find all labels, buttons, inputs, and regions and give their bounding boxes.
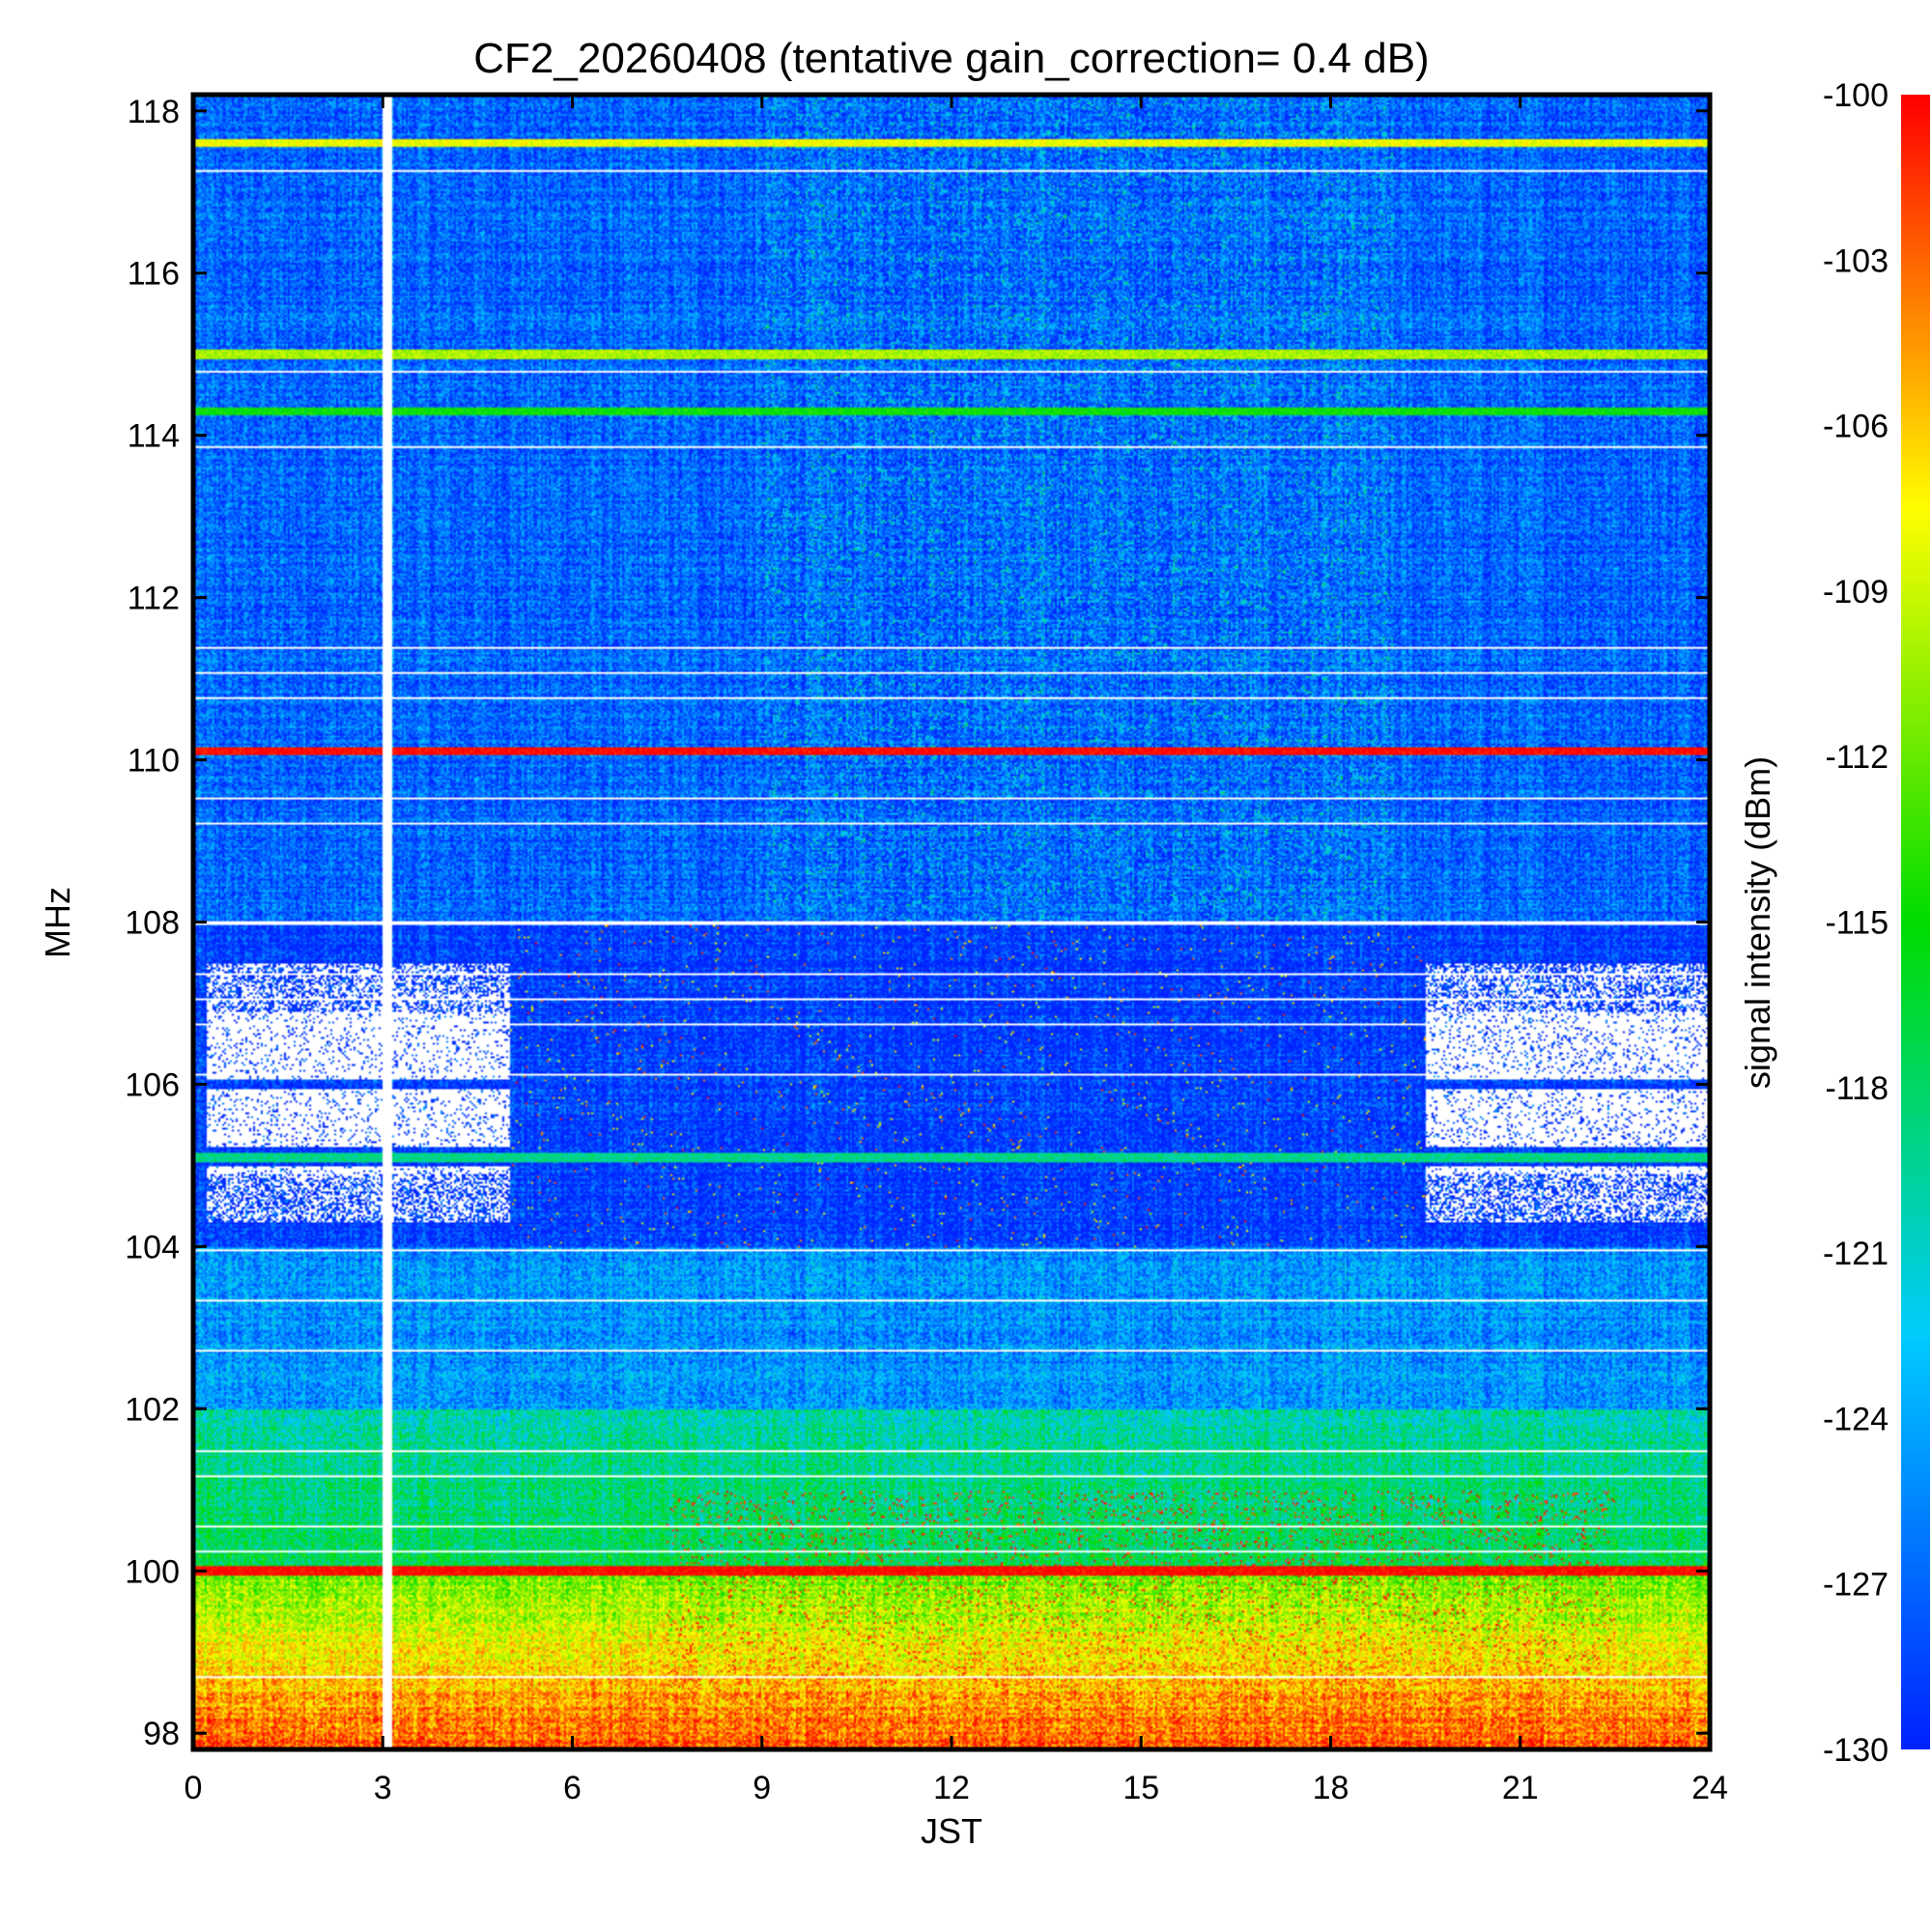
colorbar-tick-label: -121 [1823, 1236, 1889, 1272]
x-tick-label: 9 [753, 1770, 771, 1806]
colorbar-tick-label: -115 [1825, 905, 1889, 942]
colorbar-tick-label: -103 [1823, 242, 1889, 279]
y-axis-label: MHz [38, 887, 77, 958]
y-tick-label: 102 [125, 1391, 180, 1428]
colorbar-tick-label: -118 [1825, 1070, 1889, 1107]
colorbar-tick-label: -130 [1823, 1732, 1889, 1769]
x-tick-label: 18 [1313, 1770, 1350, 1806]
x-tick-label: 15 [1122, 1770, 1159, 1806]
y-tick-label: 104 [125, 1229, 180, 1265]
x-tick-label: 24 [1691, 1770, 1728, 1806]
y-tick-label: 108 [125, 905, 180, 942]
y-axis-ticks: 98 100 102 104 106 108 110 112 114 116 118 [125, 94, 1710, 1752]
colorbar-tick-label: -106 [1823, 409, 1889, 445]
y-tick-label: 98 [143, 1716, 180, 1752]
x-tick-label: 6 [563, 1770, 582, 1806]
plot-frame [190, 92, 1713, 1752]
x-axis-label: JST [921, 1811, 982, 1851]
colorbar-tick-label: -100 [1823, 77, 1889, 114]
x-tick-label: 12 [933, 1770, 970, 1806]
y-tick-label: 100 [125, 1553, 180, 1590]
colorbar-tick-label: -109 [1823, 574, 1889, 611]
x-tick-label: 21 [1502, 1770, 1539, 1806]
colorbar-tick-label: -127 [1823, 1567, 1889, 1604]
colorbar-gradient [1901, 95, 1930, 1749]
x-tick-label: 3 [374, 1770, 392, 1806]
y-tick-label: 114 [128, 418, 180, 455]
y-tick-label: 112 [128, 581, 180, 617]
y-tick-label: 118 [128, 94, 180, 130]
y-tick-label: 106 [125, 1066, 180, 1103]
chart-title: CF2_20260408 (tentative gain_correction=… [473, 35, 1429, 82]
colorbar-tick-label: -124 [1823, 1401, 1889, 1437]
colorbar-tick-label: -112 [1825, 739, 1889, 776]
x-tick-label: 0 [185, 1770, 203, 1806]
y-tick-label: 110 [128, 743, 180, 780]
y-tick-label: 116 [128, 256, 180, 293]
colorbar-label: signal intensity (dBm) [1738, 756, 1777, 1089]
colorbar-ticks: -100 -103 -106 -109 -112 -115 -118 -121 -124 -127… [1823, 77, 1889, 1769]
x-axis-ticks: 0 3 6 9 12 15 18 21 24 [185, 95, 1728, 1806]
spectrogram-heatmap [193, 95, 1710, 1749]
